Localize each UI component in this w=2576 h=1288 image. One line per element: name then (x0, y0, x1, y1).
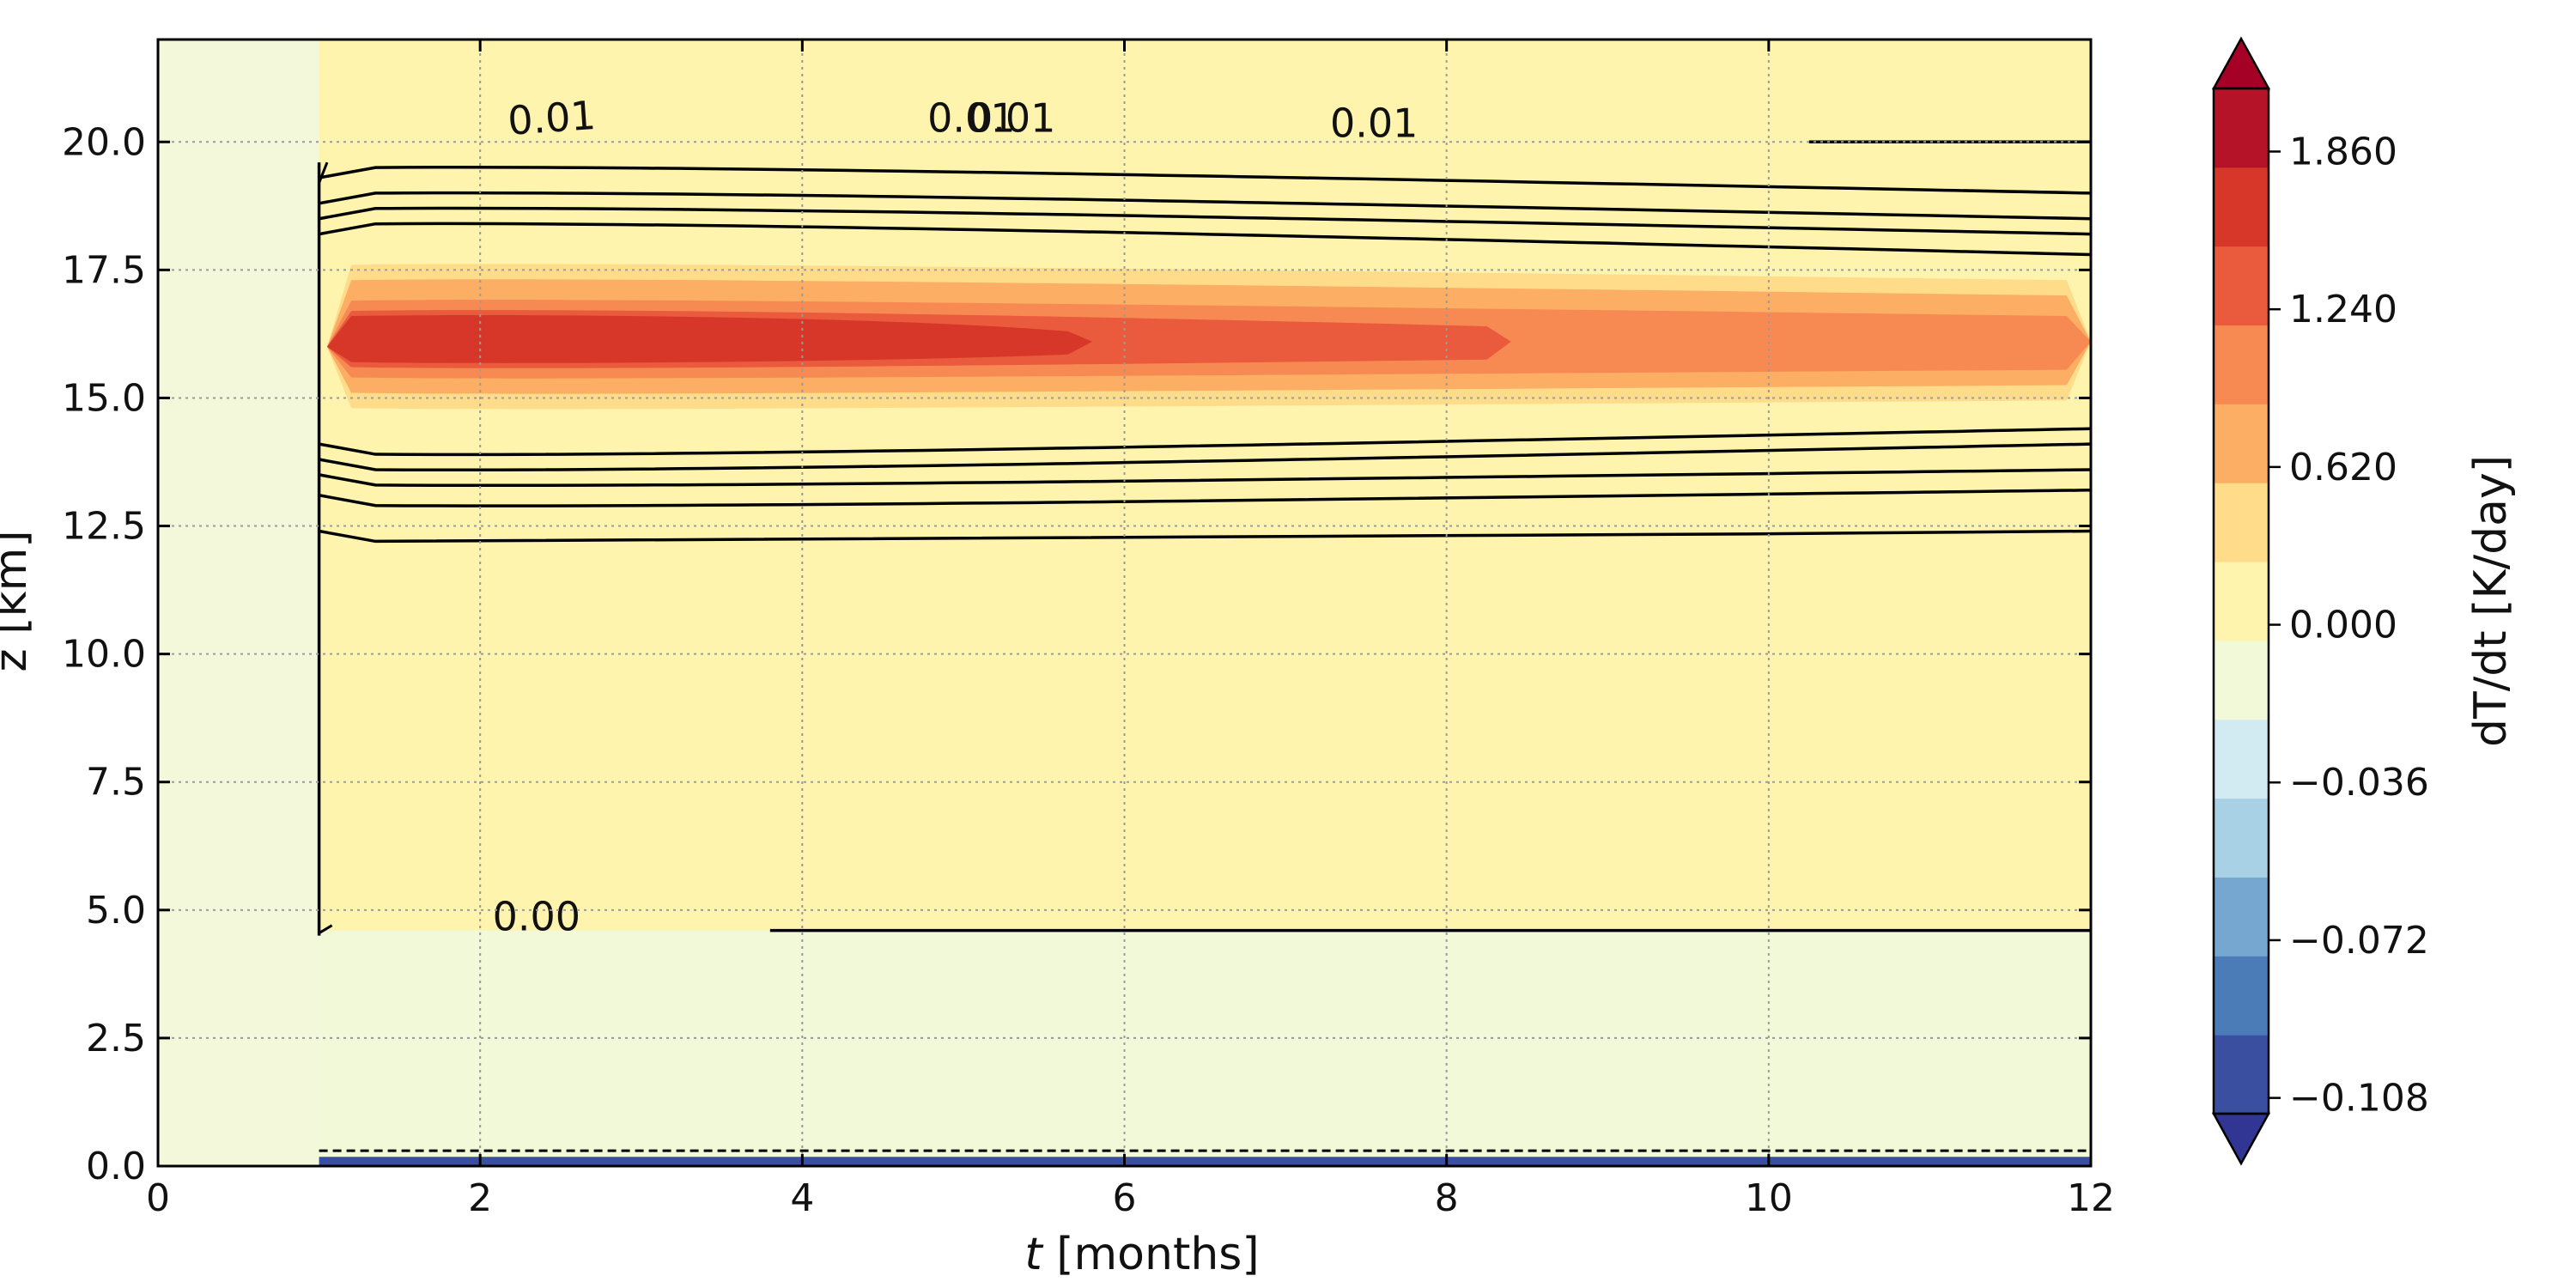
colorbar-label: dT/dt [K/day] (2465, 455, 2517, 747)
colorbar-segment-1 (2214, 956, 2269, 1036)
colorbar-segment-6 (2214, 562, 2269, 641)
contour-line-4 (319, 427, 2091, 457)
colorbar-segment-0 (2214, 1035, 2269, 1115)
colorbar-segment-5 (2214, 640, 2269, 720)
contour-label-3: 0.01 (1330, 100, 1418, 146)
colorbar-tick-label-6: 1.860 (2289, 130, 2397, 173)
colorbar-segment-10 (2214, 246, 2269, 326)
y-tick-label-6: 15.0 (62, 376, 146, 420)
contour-label-4: 0.00 (493, 894, 580, 940)
contour-label-0: 0.01 (506, 92, 597, 144)
contour-label-1: 0.01 (927, 94, 1015, 141)
colorbar-segment-12 (2214, 88, 2269, 168)
contour-line-3 (319, 222, 2091, 257)
contour-line-6 (319, 468, 2091, 488)
colorbar-tick-label-2: −0.036 (2289, 761, 2429, 805)
colorbar-segment-9 (2214, 325, 2269, 404)
y-tick-label-3: 7.5 (86, 761, 146, 805)
y-tick-label-7: 17.5 (62, 248, 146, 292)
x-tick-label-3: 6 (1113, 1176, 1137, 1220)
contour-line-2 (319, 206, 2091, 236)
colorbar-frame (2212, 87, 2270, 1115)
heating-band-4 (326, 315, 1092, 363)
y-tick-label-1: 2.5 (86, 1017, 146, 1060)
colorbar-tick-label-0: −0.108 (2289, 1077, 2429, 1121)
field-before-onset (158, 39, 319, 1166)
colorbar-tick-label-4: 0.620 (2289, 446, 2397, 489)
colorbar-segment-2 (2214, 877, 2269, 957)
colorbar-extend-low (2211, 1112, 2271, 1166)
x-tick-label-0: 0 (146, 1176, 170, 1220)
y-axis-ticks: 0.0 2.5 5.0 7.5 10.0 12.5 15.0 17.5 20.0 (62, 120, 2091, 1188)
x-axis-label-var: t (1024, 1229, 1043, 1280)
y-tick-label-0: 0.0 (86, 1145, 146, 1188)
field-lower (158, 930, 2091, 1166)
contour-line-1 (319, 191, 2091, 221)
x-tick-label-5: 10 (1745, 1176, 1793, 1220)
x-tick-label-6: 12 (2067, 1176, 2115, 1220)
colorbar-tick-label-5: 1.240 (2289, 288, 2397, 331)
colorbar-tick-label-1: −0.072 (2289, 919, 2429, 963)
colorbar-segment-11 (2214, 167, 2269, 247)
colorbar-segment-7 (2214, 483, 2269, 562)
contour-label-2: 0.01 (968, 94, 1055, 141)
grid-lines (158, 39, 2091, 1166)
contour-line-onset-base (318, 924, 333, 934)
colorbar-segment-4 (2214, 719, 2269, 799)
x-tick-label-2: 4 (790, 1176, 814, 1220)
y-axis-label: z [km] (0, 530, 37, 671)
contour-line-0 (319, 166, 2091, 195)
colorbar-tick-label-3: 0.000 (2289, 604, 2397, 647)
y-tick-label-4: 10.0 (62, 633, 146, 677)
surface-cooling-band (319, 1157, 2091, 1166)
x-axis-ticks: 0 2 4 6 8 10 12 (146, 39, 2115, 1220)
x-tick-label-4: 8 (1435, 1176, 1459, 1220)
contour-line-onset-tip (318, 161, 329, 184)
colorbar-segment-3 (2214, 798, 2269, 878)
y-tick-label-5: 12.5 (62, 505, 146, 549)
x-axis-label-unit: [months] (1042, 1229, 1260, 1280)
contour-line-7 (319, 489, 2091, 507)
colorbar: −0.108 −0.072 −0.036 0.000 0.620 1.240 1.860 (2211, 36, 2429, 1166)
contour-line-5 (319, 442, 2091, 472)
colorbar-extend-high (2211, 36, 2271, 90)
x-tick-label-1: 2 (468, 1176, 492, 1220)
field-bump (319, 909, 432, 931)
y-tick-label-2: 5.0 (86, 889, 146, 933)
y-tick-label-8: 20.0 (62, 120, 146, 164)
x-axis-label: t [months] (1024, 1229, 1259, 1280)
colorbar-segment-8 (2214, 404, 2269, 483)
